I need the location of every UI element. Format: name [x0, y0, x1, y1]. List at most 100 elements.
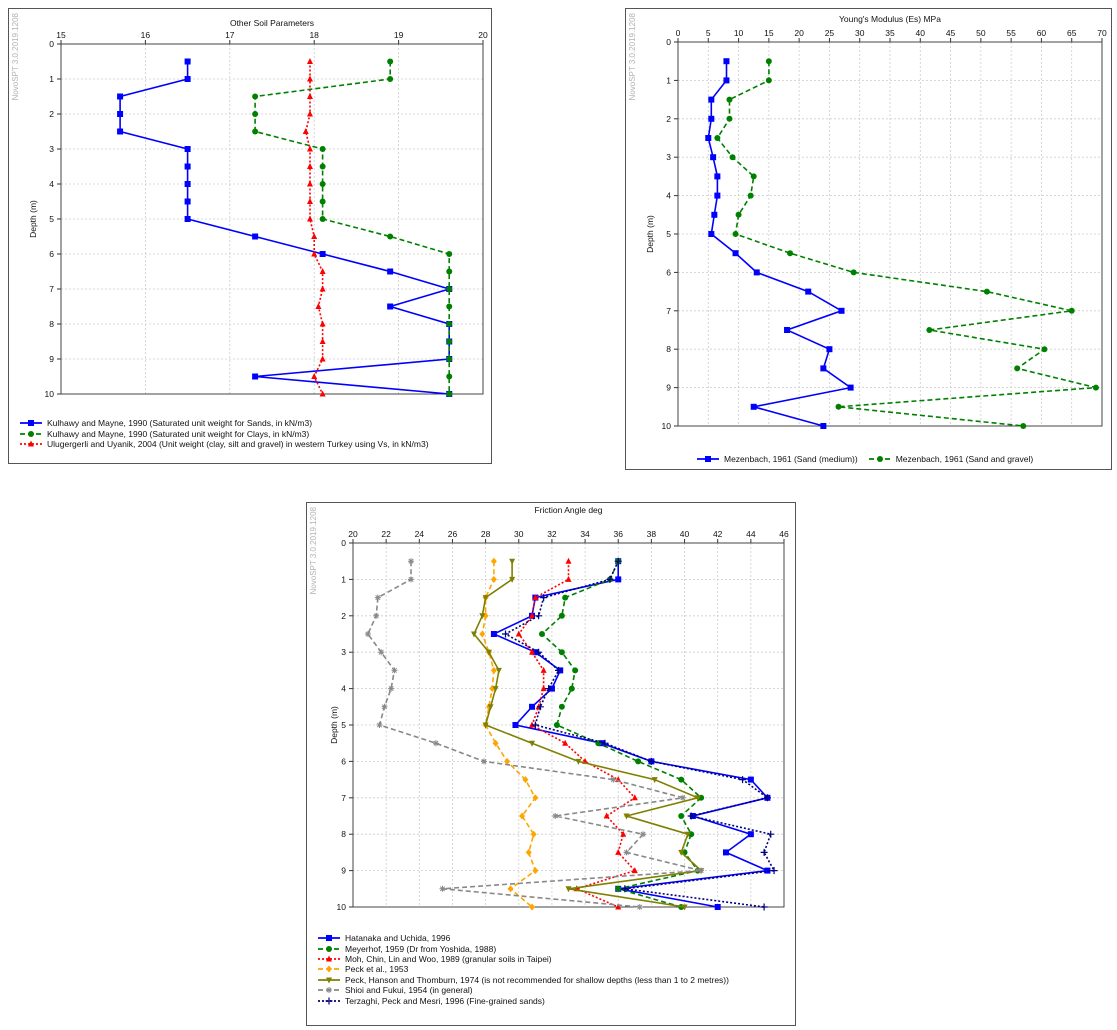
x-tick-label: 15	[764, 28, 774, 38]
data-point	[487, 704, 494, 711]
y-tick-label: 10	[662, 421, 672, 431]
data-point	[820, 423, 827, 429]
data-point	[753, 269, 760, 276]
data-point	[252, 111, 259, 117]
y-tick-label: 7	[666, 306, 671, 316]
y-tick-label: 1	[666, 75, 671, 85]
data-point	[684, 831, 691, 838]
x-tick-label: 18	[309, 30, 319, 40]
data-point	[603, 812, 610, 819]
data-point	[446, 286, 453, 292]
data-point	[252, 233, 259, 240]
y-tick-label: 5	[666, 229, 671, 239]
data-point	[698, 867, 705, 874]
data-point	[708, 115, 715, 122]
data-point	[515, 630, 522, 637]
data-point	[490, 666, 497, 674]
data-point	[722, 849, 729, 856]
data-point	[446, 356, 453, 362]
data-point	[708, 96, 715, 103]
data-point	[535, 612, 543, 620]
data-point	[850, 269, 857, 276]
data-point	[729, 154, 736, 161]
series-line	[716, 61, 1097, 427]
data-point	[765, 58, 772, 65]
legend-label: Moh, Chin, Lin and Woo, 1989 (granular s…	[345, 953, 552, 964]
x-tick-label: 50	[976, 28, 986, 38]
data-point	[446, 338, 453, 345]
data-point	[509, 558, 516, 565]
gridlines	[61, 44, 483, 394]
x-tick-label: 28	[481, 529, 491, 539]
y-tick-label: 2	[666, 114, 671, 124]
data-point	[784, 327, 791, 333]
data-point	[311, 373, 318, 379]
data-point	[184, 216, 191, 222]
series-line	[481, 561, 537, 908]
chart-panel-youngs-modulus: 0 5 10 15 20 25 30 35 40 45 50 55 60 65 70 0 1 2 3 4 5 6 7 8 9 10…	[625, 8, 1112, 470]
legend-swatch-marker	[326, 935, 332, 942]
data-point	[538, 631, 545, 637]
legend-label: Kulhawy and Mayne, 1990 (Saturated unit …	[47, 428, 310, 439]
data-point	[820, 365, 827, 372]
legend-label: Kulhawy and Mayne, 1990 (Saturated unit …	[47, 418, 313, 429]
y-tick-label: 3	[666, 152, 671, 162]
data-point	[529, 903, 536, 911]
x-tick-label: 0	[676, 28, 681, 38]
data-point	[529, 740, 536, 747]
data-point	[765, 77, 772, 84]
chart-canvas: 15 16 17 18 19 20 0 1 2 3 4 5 6 7 8 9 10 Other Soil Param…	[11, 12, 488, 399]
data-point	[502, 630, 510, 638]
legend-swatch-marker	[705, 456, 711, 463]
legend-swatch-marker	[326, 965, 332, 973]
y-tick-label: 8	[341, 829, 346, 839]
data-point	[364, 631, 371, 637]
data-point	[432, 740, 439, 747]
data-point	[530, 830, 537, 838]
data-point	[714, 173, 721, 180]
data-point	[565, 557, 572, 564]
y-tick-label: 4	[666, 191, 671, 201]
y-tick-label: 2	[49, 109, 54, 119]
x-tick-label: 65	[1067, 28, 1077, 38]
legend-swatch-marker	[28, 430, 34, 437]
series-line	[707, 61, 853, 427]
legend-swatch	[318, 977, 340, 984]
data-point	[708, 231, 715, 237]
data-point	[760, 903, 768, 911]
legend-swatch	[318, 997, 340, 1005]
data-point	[568, 685, 575, 692]
data-point	[495, 667, 502, 674]
chart-panel-other-soil-parameters: 15 16 17 18 19 20 0 1 2 3 4 5 6 7 8 9 10 Other Soil Param…	[8, 8, 492, 464]
x-tick-label: 36	[613, 529, 623, 539]
legend-label: Peck et al., 1953	[345, 964, 409, 975]
y-tick-label: 7	[341, 793, 346, 803]
data-point	[306, 215, 313, 222]
data-point	[714, 135, 721, 141]
y-tick-label: 3	[341, 647, 346, 657]
data-point	[732, 231, 739, 237]
legend-item: Shioi and Fukui, 1954 (in general)	[317, 985, 729, 995]
x-tick-label: 35	[885, 28, 895, 38]
chart-canvas: 0 5 10 15 20 25 30 35 40 45 50 55 60 65 70012345678910…	[628, 12, 1107, 431]
x-tick-label: 20	[794, 28, 804, 38]
legend-item: Peck, Hanson and Thomburn, 1974 (is not …	[317, 975, 729, 985]
legend-swatch-marker	[326, 945, 332, 952]
series-4	[479, 557, 539, 911]
data-point	[184, 76, 191, 82]
data-point	[490, 575, 497, 583]
data-point	[252, 373, 259, 380]
chart-legend: Kulhawy and Mayne, 1990 (Saturated unit …	[19, 418, 429, 449]
y-tick-label: 9	[49, 354, 54, 364]
legend-label: Mezenbach, 1961 (Sand (medium))	[724, 454, 858, 465]
x-tick-label: 55	[1006, 28, 1016, 38]
legend-label: Terzaghi, Peck and Mesri, 1996 (Fine-gra…	[345, 995, 545, 1006]
legend-swatch	[318, 955, 340, 962]
data-point	[446, 251, 453, 257]
data-point	[529, 648, 536, 655]
data-point	[306, 180, 313, 187]
data-point	[606, 575, 614, 583]
data-point	[647, 757, 655, 765]
data-point	[446, 268, 453, 275]
data-point	[387, 58, 394, 65]
